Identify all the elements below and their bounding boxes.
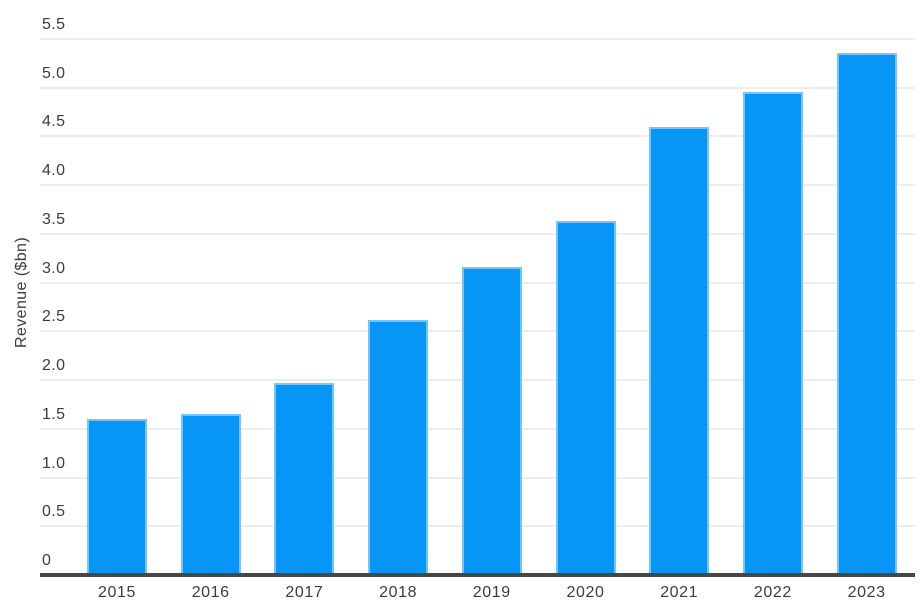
bar (87, 419, 147, 573)
y-tick-label: 2.0 (42, 357, 66, 374)
y-tick-label: 1.5 (42, 405, 66, 423)
x-tick-label: 2021 (660, 584, 699, 601)
bar (180, 414, 241, 573)
x-tick-label: 2023 (847, 584, 886, 601)
gridline (40, 232, 915, 235)
x-tick-label: 2016 (191, 584, 230, 601)
y-tick-label: 2.5 (42, 308, 66, 326)
y-tick-label: 5.5 (42, 15, 66, 33)
bar (368, 319, 429, 573)
x-tick-label: 2022 (753, 584, 792, 601)
y-tick-label: 0 (42, 552, 52, 569)
bar (649, 126, 710, 573)
y-tick-label: 3.0 (42, 259, 66, 277)
bar (836, 53, 897, 573)
x-tick-label: 2019 (472, 584, 511, 601)
gridline (40, 86, 915, 89)
bar (555, 221, 616, 573)
y-tick-label: 0.5 (42, 503, 66, 521)
y-tick-label: 3.5 (42, 210, 66, 228)
y-tick-label: 4.5 (42, 113, 66, 131)
gridline (40, 184, 915, 186)
gridline (40, 135, 915, 138)
x-tick-label: 2018 (379, 584, 418, 601)
y-tick-label: 5.0 (42, 64, 66, 82)
y-tick-label: 1.0 (42, 454, 66, 472)
x-axis-line (40, 573, 915, 577)
bar (461, 266, 522, 573)
x-tick-label: 2015 (98, 584, 136, 601)
bar (274, 382, 335, 573)
x-tick-label: 2017 (285, 584, 324, 601)
y-tick-label: 4.0 (42, 162, 66, 179)
gridline (40, 37, 915, 40)
bar (742, 92, 803, 573)
x-tick-label: 2020 (566, 584, 605, 601)
